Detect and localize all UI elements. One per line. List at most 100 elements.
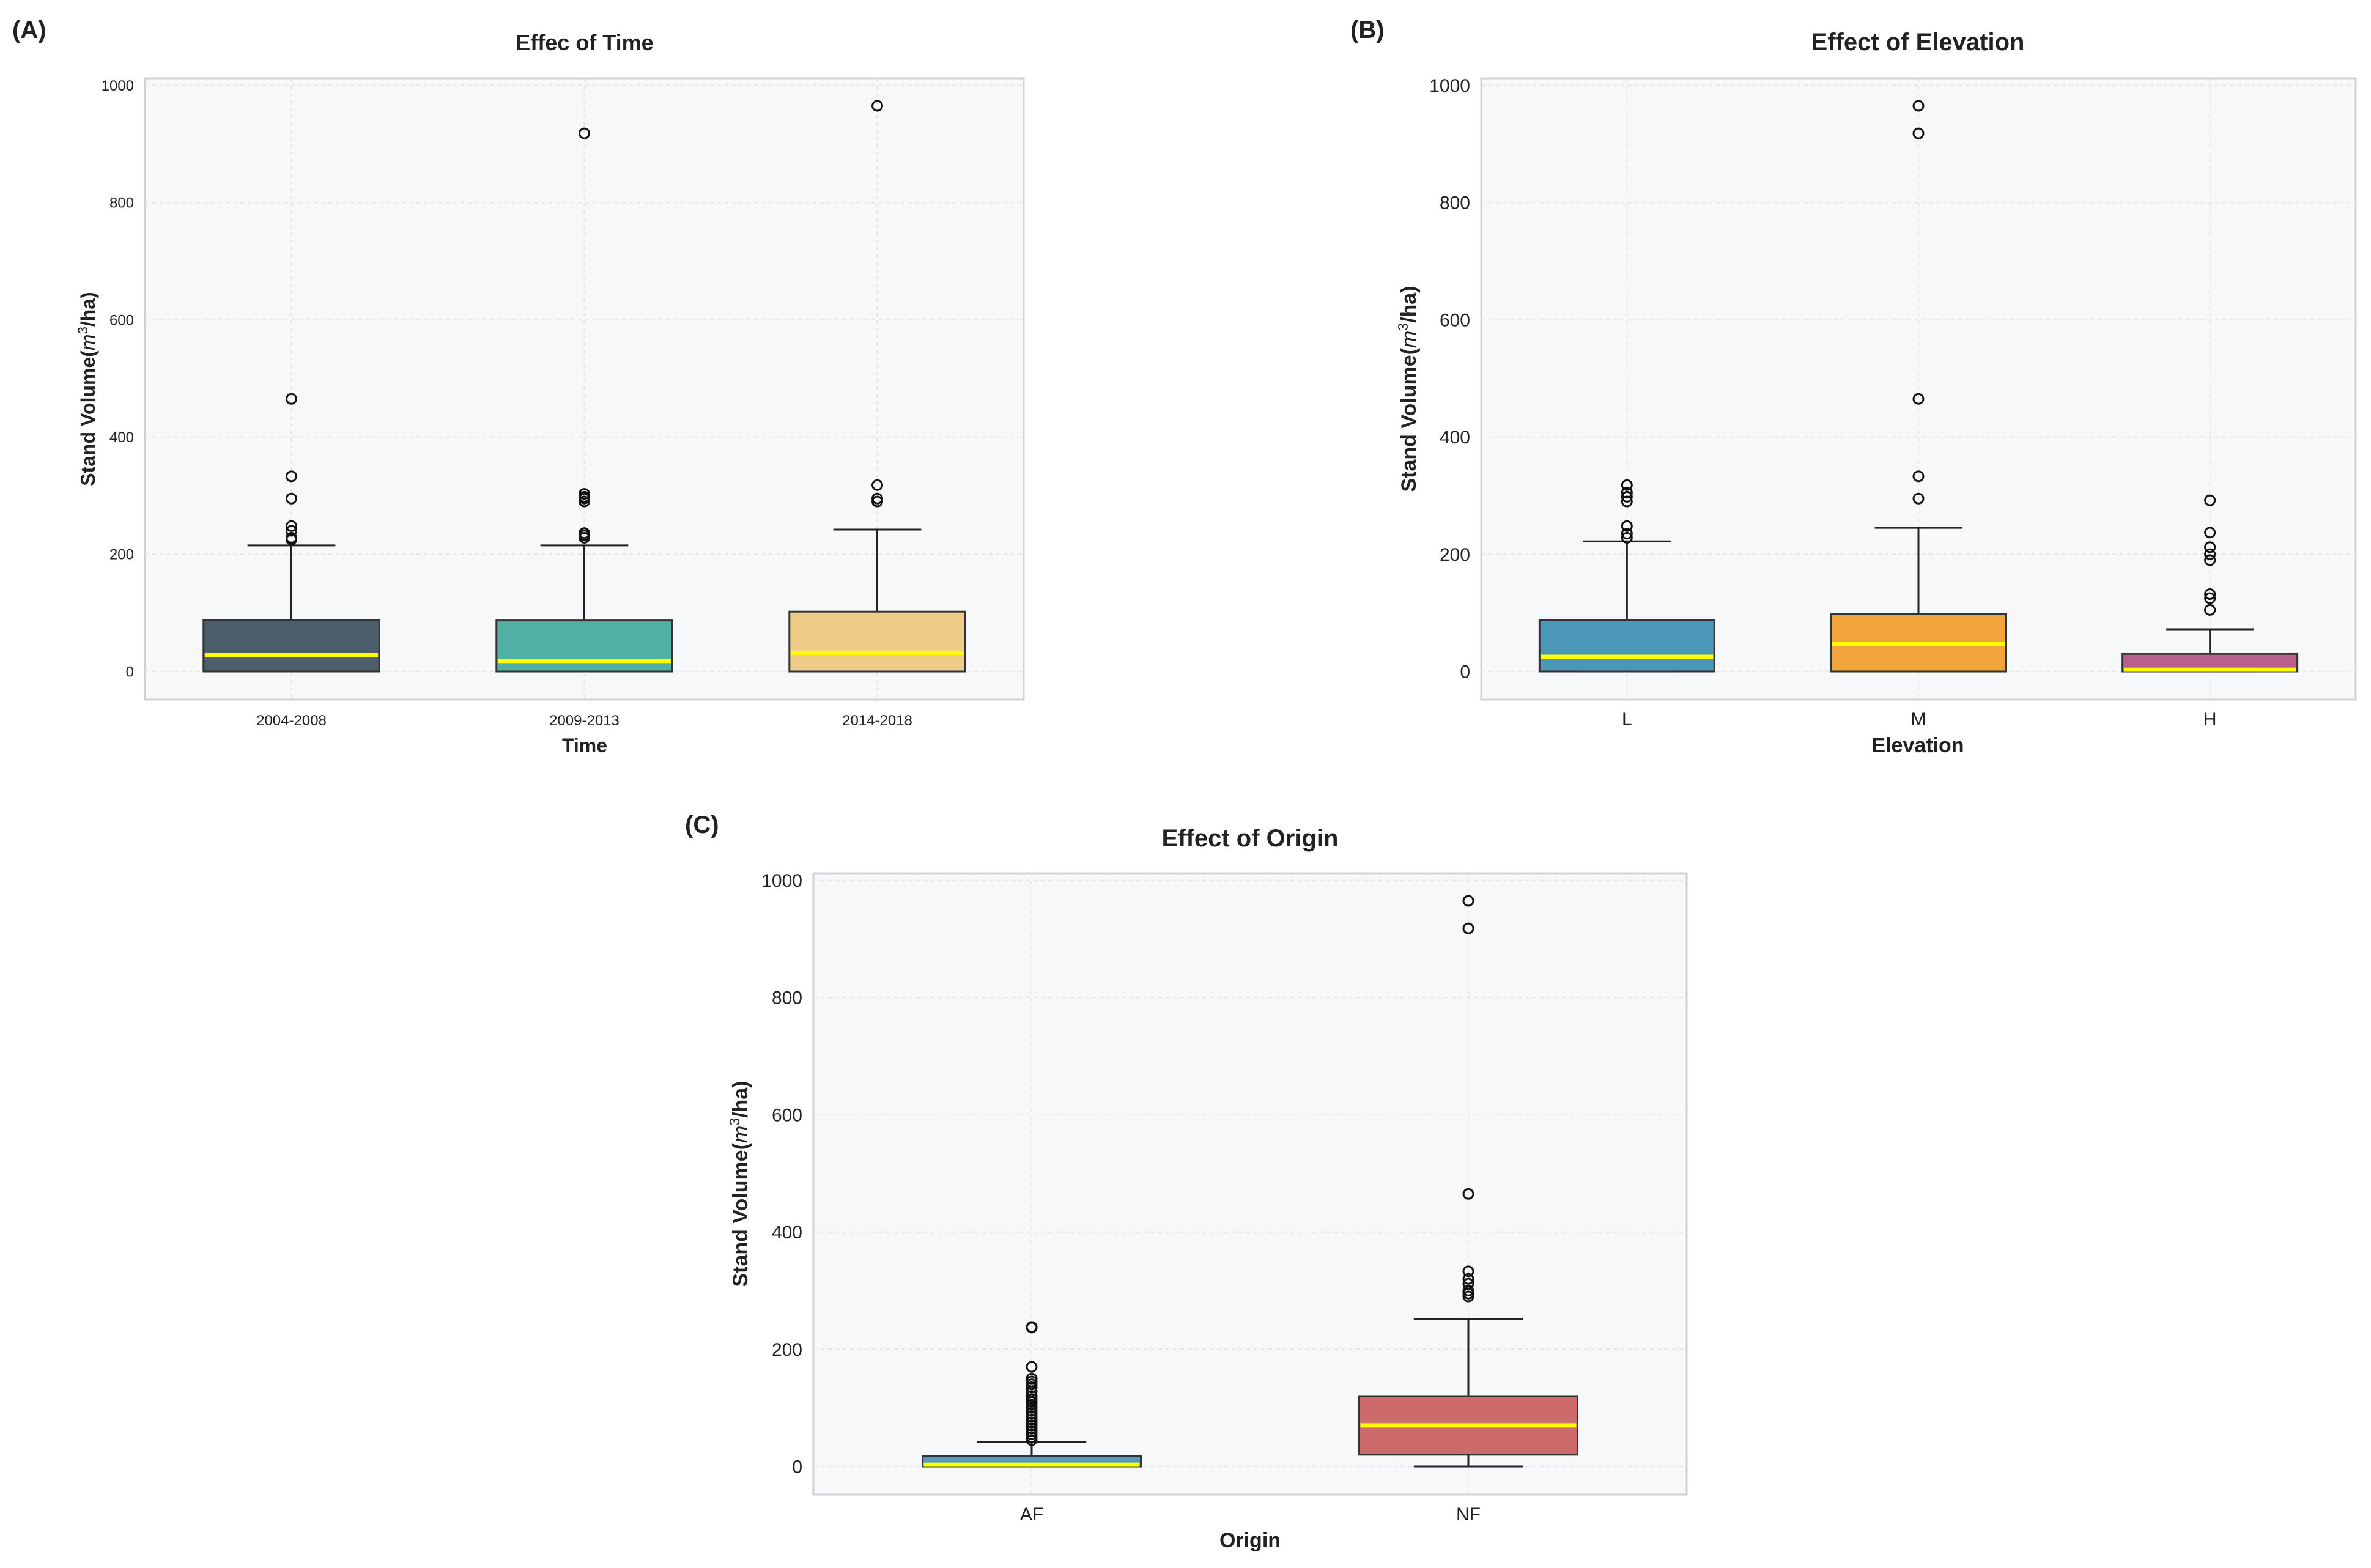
- panel-a-2014-2018-outlier-3: [871, 100, 883, 112]
- panel-c-gridlines: [813, 873, 1687, 1495]
- panel-b-m-x-tick-label: M: [1911, 709, 1926, 730]
- panel-b-h-x-tick-label: H: [2203, 709, 2217, 730]
- panel-a-2004-2008-outlier-5: [286, 470, 297, 483]
- panel-c-plot-area: [812, 872, 1688, 1496]
- panel-c-y-axis-label-unit: /ha): [729, 1081, 752, 1117]
- panel-a-y-axis-label-math: m: [77, 334, 99, 350]
- panel-a-y-tick-label-2: 400: [109, 429, 134, 446]
- panel-c-x-axis-label: Origin: [1219, 1529, 1281, 1552]
- panel-c-title: Effect of Origin: [1162, 825, 1339, 852]
- panel-a-2004-2008-outlier-3: [286, 520, 297, 532]
- panel-c-af-outlier-15: [1026, 1390, 1038, 1402]
- panel-a-2009-2013-box: [495, 619, 673, 673]
- panel-a-y-tick-label-0: 0: [126, 664, 134, 680]
- panel-b-h-outlier-0: [2204, 604, 2216, 616]
- panel-c-y-tick-label-0: 0: [792, 1457, 802, 1477]
- panel-b-y-tick-label-1: 200: [1440, 545, 1470, 565]
- panel-a-y-axis-label-text: Stand Volume(: [77, 350, 99, 486]
- panel-c-nf-outlier-5: [1462, 1265, 1474, 1278]
- panel-c-af-outlier-20: [1026, 1372, 1038, 1385]
- panel-b-l-box-group: [1538, 479, 1715, 673]
- panel-b-y-axis-label-sup: 3: [1395, 323, 1411, 331]
- panel-b-l-outlier-2: [1621, 520, 1633, 532]
- panel-a-2014-2018-x-tick-label: 2014-2018: [842, 712, 912, 729]
- panel-b-l-x-tick-label: L: [1622, 709, 1632, 730]
- panel-a-y-ticks: 0 200 400 600 800 1000: [102, 78, 134, 680]
- panel-a-2014-2018-box-group: [788, 100, 966, 673]
- panel-a-y-tick-label-3: 600: [109, 312, 134, 328]
- panel-a-y-axis-label: Stand Volume(m3/ha): [75, 292, 99, 486]
- panel-b-y-tick-label-4: 800: [1440, 193, 1470, 213]
- panel-a-y-tick-label-5: 1000: [102, 78, 134, 94]
- panel-b-l-outlier-5: [1621, 487, 1633, 499]
- panel-a-2004-2008-box: [202, 619, 380, 673]
- panel-a-2004-2008-outlier-1: [286, 531, 297, 544]
- panel-a: (A) Effec of Time 0 200 400 600 800 1000 2004…: [12, 17, 1025, 756]
- panel-a-2009-2013-outlier-2: [579, 527, 590, 539]
- panel-b-y-axis-label: Stand Volume(m3/ha): [1395, 286, 1421, 492]
- panel-a-y-tick-label-4: 800: [109, 195, 134, 212]
- panel-b-h-outlier-7: [2204, 494, 2216, 506]
- panel-c-x-ticks: AF NF: [1020, 1504, 1481, 1525]
- panel-c-nf-box-group: [1358, 895, 1578, 1468]
- panel-a-y-axis-label-unit: /ha): [77, 292, 99, 327]
- panel-b-title: Effect of Elevation: [1811, 29, 2025, 56]
- panel-b-label: (B): [1350, 17, 1385, 43]
- panel-a-boxes: [202, 100, 966, 673]
- panel-c-y-axis-label-math: m: [729, 1126, 752, 1143]
- panel-c-nf-outlier-4: [1462, 1273, 1474, 1285]
- panel-a-y-axis-label-sup: 3: [75, 327, 91, 334]
- panel-c-y-ticks: 0 200 400 600 800 1000: [761, 871, 802, 1477]
- panel-b-h-outlier-6: [2204, 527, 2216, 539]
- panel-c-af-outlier-23: [1026, 1321, 1038, 1333]
- panel-b-l-outlier-1: [1621, 528, 1633, 540]
- panel-b-m-outlier-4: [1912, 100, 1925, 112]
- panel-b-y-tick-label-2: 400: [1440, 427, 1470, 448]
- panel-a-2009-2013-box-group: [495, 127, 673, 673]
- panel-c-nf-outlier-6: [1462, 1188, 1474, 1200]
- panel-b-m-outlier-1: [1912, 470, 1925, 483]
- panel-b-m-box-group: [1830, 100, 2007, 673]
- panel-b-y-ticks: 0 200 400 600 800 1000: [1429, 76, 1470, 682]
- panel-b-m-outlier-2: [1912, 393, 1925, 405]
- panel-c-nf-outlier-7: [1462, 922, 1474, 934]
- panel-a-title: Effec of Time: [516, 30, 653, 55]
- panel-b-boxes: [1538, 100, 2299, 673]
- panel-c-nf-outlier-8: [1462, 895, 1474, 907]
- panel-b-l-outlier-4: [1621, 490, 1633, 503]
- panel-c: (C) Effect of Origin 0 200 400 600 800 1000 A…: [685, 812, 1688, 1552]
- panel-b-y-axis-label-text: Stand Volume(: [1397, 347, 1421, 492]
- panel-c-y-axis-label: Stand Volume(m3/ha): [727, 1081, 752, 1287]
- panel-a-2014-2018-outlier-2: [871, 479, 883, 491]
- panel-b-h-outlier-4: [2204, 548, 2216, 560]
- panel-c-af-x-tick-label: AF: [1020, 1504, 1043, 1525]
- panel-b-y-tick-label-5: 1000: [1429, 76, 1470, 96]
- panel-a-y-tick-label-1: 200: [109, 547, 134, 563]
- panel-c-nf-outlier-3: [1462, 1278, 1474, 1290]
- panel-a-2014-2018-box: [788, 610, 966, 673]
- panel-a-2004-2008-outlier-4: [286, 492, 297, 505]
- panel-b-y-axis-label-math: m: [1397, 331, 1421, 348]
- panel-c-y-tick-label-1: 200: [772, 1340, 802, 1360]
- panel-a-2014-2018-outlier-1: [871, 492, 883, 505]
- panel-c-label: (C): [685, 812, 719, 838]
- panel-a-gridlines: [145, 78, 1024, 700]
- panel-b-h-box-group: [2121, 494, 2299, 673]
- panel-c-y-tick-label-2: 400: [772, 1222, 802, 1243]
- panel-a-2004-2008-box-group: [202, 393, 380, 673]
- panel-a-2009-2013-x-tick-label: 2009-2013: [549, 712, 620, 729]
- panel-b-y-tick-label-3: 600: [1440, 310, 1470, 330]
- panel-b-l-outlier-3: [1621, 495, 1633, 508]
- panel-b-l-outlier-0: [1621, 531, 1633, 544]
- panel-c-y-tick-label-5: 1000: [761, 871, 802, 891]
- panel-a-2004-2008-x-tick-label: 2004-2008: [256, 712, 327, 729]
- panel-c-af-box-group: [922, 1321, 1142, 1468]
- panel-b-y-tick-label-0: 0: [1460, 662, 1470, 682]
- panel-b-h-outlier-2: [2204, 588, 2216, 600]
- panel-c-nf-outlier-2: [1462, 1284, 1474, 1296]
- panel-a-2004-2008-outlier-2: [286, 525, 297, 537]
- panel-c-af-outlier-21: [1026, 1361, 1038, 1373]
- panel-a-x-ticks: 2004-2008 2009-2013 2014-2018: [256, 712, 912, 729]
